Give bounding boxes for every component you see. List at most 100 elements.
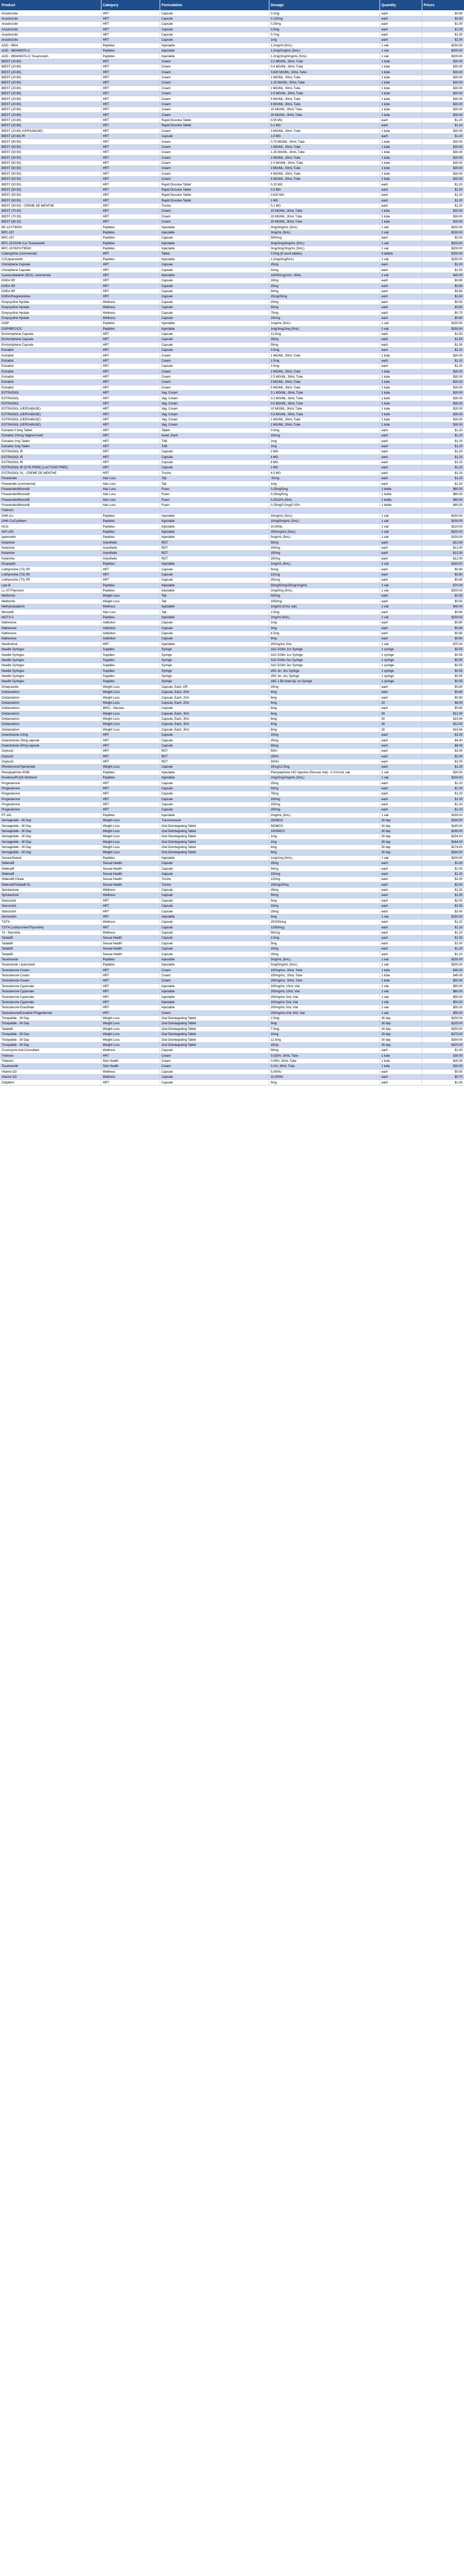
- table-row[interactable]: Anastrozole HRT Capsule 0.25mg each $1.00: [0, 21, 464, 27]
- table-row[interactable]: Enclomiphene Capsule HRT Capsule 12.5mg each…: [0, 331, 464, 337]
- table-row[interactable]: BIEST (20:80) (VERSABASE) HRT Cream 3 MG/ML…: [0, 128, 464, 134]
- table-row[interactable]: BIEST (50:50) HRT Cream 2.5 MG/ML; 30mL Tub…: [0, 160, 464, 166]
- table-row[interactable]: Estradiol HRT Capsule 0.5mg each $1.20: [0, 347, 464, 353]
- table-row[interactable]: Anastrozole HRT Capsule 0.7mg each $1.00: [0, 32, 464, 38]
- table-row[interactable]: ESTRADIOL IR HRT Capsule 2 MG each $1.20: [0, 449, 464, 455]
- table-row[interactable]: Tesamorelin / Ipamorelin Peptides Injectab…: [0, 962, 464, 968]
- table-row[interactable]: Metformin Weight Loss Tab 500mg each $0.50: [0, 593, 464, 599]
- table-row[interactable]: BIEST (20:80) HRT Cream 0.625 MG/ML; 30mL T…: [0, 70, 464, 76]
- table-row[interactable]: Estradiol HRT Cream 5 MG/ML; 30mL Tube 1 tub…: [0, 385, 464, 391]
- table-row[interactable]: Enclomiphene Capsule HRT Capsule 50mg each $1…: [0, 342, 464, 348]
- table-row[interactable]: Finasteride/Minoxidil Hair Loss Foam 0.25mg…: [0, 502, 464, 509]
- table-row[interactable]: GHK-Cu Peptides Injectable 10mg/mL (5mL) 1 v…: [0, 513, 464, 519]
- table-row[interactable]: Semaglutide - 30 Day Weight Loss Oral Disi…: [0, 834, 464, 840]
- table-row[interactable]: Tirzepatide - 30 Day Weight Loss Oral Disi…: [0, 1037, 464, 1043]
- table-row[interactable]: Minoxidil Hair Loss Tab 2.5mg each $0.60: [0, 609, 464, 615]
- table-row[interactable]: Naltrexone Addiction Capsule 9mg each $0.80: [0, 636, 464, 642]
- column-header-product[interactable]: Product: [0, 0, 101, 11]
- table-row[interactable]: BIEST (20:80) HRT Cream 2 MG/ML; 30mL Tube 1…: [0, 86, 464, 92]
- table-row[interactable]: Needle Syringes Supplies Syringe 31G 5/16in…: [0, 647, 464, 653]
- table-row[interactable]: Tirzepatide - 30 Day Weight Loss Oral Disi…: [0, 1042, 464, 1048]
- table-row[interactable]: BIEST (20:80) HRT Cream 2.5 MG/ML; 30mL Tub…: [0, 91, 464, 97]
- table-row[interactable]: Tretinoin: [0, 507, 464, 514]
- table-row[interactable]: Liothyronine (T3) SR HRT Capsule 5mcg each $0…: [0, 566, 464, 572]
- table-row[interactable]: Nandrolone HRT Injectable 200mg/mL 5mL 1 via…: [0, 641, 464, 648]
- table-row[interactable]: BIEST (50:50) HRT Cream 4 MG/ML; 30mL Tube 1…: [0, 171, 464, 177]
- table-row[interactable]: Naltrexone Addiction Capsule 4.5mg each $0.80: [0, 631, 464, 637]
- table-row[interactable]: DHEA SR HRT Capsule 25mg each $0.80: [0, 283, 464, 290]
- table-row[interactable]: DHEA SR HRT Capsule 10mg each $0.80: [0, 278, 464, 284]
- table-row[interactable]: ESTRADIOL SL - CREME DE MENTHE HRT Troche 4…: [0, 470, 464, 477]
- table-row[interactable]: Stanozolol HRT Capsule 10mg each $2.50: [0, 903, 464, 909]
- table-row[interactable]: Estradiol HRT Cream 1.5mg each $1.20: [0, 358, 464, 364]
- table-row[interactable]: AOD - 9604/MOTs-C/ Tesamorelin Peptides In…: [0, 53, 464, 59]
- table-row[interactable]: BIEST (50:50) HRT Cream 1 MG/ML; 30mL Tube 1…: [0, 144, 464, 150]
- table-row[interactable]: AOD - 9604 Peptides Injectable 1.2mg/ml (5m…: [0, 43, 464, 49]
- table-row[interactable]: Ketamine Anesthetic RDT 150mg each $12.00: [0, 550, 464, 556]
- table-row[interactable]: Finasteride/Minoxidil Hair Loss Foam 0.25/1…: [0, 497, 464, 503]
- table-row[interactable]: BPC-157 Peptides Injectable 3mg/mL (5mL) 1 v…: [0, 230, 464, 236]
- table-row[interactable]: BIEST (50:50) HRT Rapid Dissolve Tablet 0.5…: [0, 187, 464, 193]
- table-row[interactable]: Doxycycline Hyclate Wellness Capsule 50mg ea…: [0, 304, 464, 311]
- table-row[interactable]: Tesamorelin Peptides Injectable 5mg/mL (5mL…: [0, 957, 464, 963]
- table-row[interactable]: Sildenafil Sexual Health Capsule 25mg each $1…: [0, 860, 464, 867]
- table-row[interactable]: BIEST (50:50) HRT Cream 5 MG/ML; 30mL Tube 1…: [0, 176, 464, 182]
- table-row[interactable]: Spirolactone Wellness Capsule 25mg each $1.50: [0, 887, 464, 893]
- table-row[interactable]: Progesterone HRT Capsule 25mg each $1.20: [0, 780, 464, 786]
- table-row[interactable]: DSIP Peptides Injectable 1mg/mL (5mL) 1 vial…: [0, 320, 464, 327]
- table-row[interactable]: BIEST (20:80) HRT Cream 8 MG/ML; 30mL Tube 1…: [0, 101, 464, 108]
- table-row[interactable]: Stanozolol HRT Capsule 25mg each $3.00: [0, 908, 464, 914]
- column-header-category[interactable]: Category: [101, 0, 160, 11]
- table-row[interactable]: Oxandrolone 10mg HRT Capsule 10mg each $2.00: [0, 732, 464, 738]
- table-row[interactable]: BIEST (20:80) HRT Cream 0.2 MG/ML; 30mL Tub…: [0, 59, 464, 65]
- table-row[interactable]: Progesterone HRT Capsule 100mg each $1.20: [0, 796, 464, 803]
- table-row[interactable]: DHEA/Pregnenolone HRT Capsule 25mg/25mg each…: [0, 294, 464, 300]
- table-row[interactable]: Ketamine Anesthetic RDT 50mg each $12.00: [0, 540, 464, 546]
- table-row[interactable]: Omeprazole Weight Loss Capsule, Each, DR 20…: [0, 684, 464, 690]
- table-row[interactable]: Clomiphene Capsule HRT Capsule 31mg each $1.5…: [0, 267, 464, 273]
- table-row[interactable]: Tirzepatide - 30 Day Weight Loss Oral Disi…: [0, 1015, 464, 1022]
- table-row[interactable]: BIEST (70:30) HRT Cream 10 MG/ML; 30mL Tube…: [0, 208, 464, 214]
- table-row[interactable]: Tadalafil Sexual Health Capsule 5mg each $1.0…: [0, 941, 464, 947]
- column-header-formulation[interactable]: Formulation: [160, 0, 269, 11]
- table-row[interactable]: BIEST (20:80) HRT Rapid Dissolve Tablet 0.0…: [0, 117, 464, 124]
- column-header-prices[interactable]: Prices: [422, 0, 464, 11]
- table-row[interactable]: Ondansetron Weight Loss Capsule, Each, 30c…: [0, 711, 464, 717]
- table-row[interactable]: Ondansetron MISC - Nausea Capsule 8mg each $0…: [0, 705, 464, 711]
- table-row[interactable]: Estradiol HRT Cream 1 MG/ML; 30mL Tube 1 tub…: [0, 352, 464, 359]
- table-row[interactable]: Spirolactone Wellness Capsule 50mg each $1.50: [0, 892, 464, 899]
- table-row[interactable]: Liothyronine (T3) SR HRT Capsule 25mcg each $…: [0, 577, 464, 583]
- table-row[interactable]: Tadalafil Sexual Health Capsule 10mg each $1.…: [0, 946, 464, 952]
- table-row[interactable]: Stanozolol HRT Capsule 5mg each $2.00: [0, 898, 464, 904]
- table-row[interactable]: AOD - 9604/MOTs-C Peptides Injectable 1.2mg…: [0, 48, 464, 54]
- table-row[interactable]: Vitamin D3 Wellness Capsule 5,000IU each $0.5…: [0, 1069, 464, 1075]
- table-row[interactable]: Testosterone Enanthate HRT Injectable 200mg…: [0, 1005, 464, 1011]
- table-row[interactable]: BIEST (50:50) - CREME DE MENTHE HRT Troche…: [0, 203, 464, 209]
- table-row[interactable]: Anastrozole HRT Capsule 1mg each $1.00: [0, 37, 464, 43]
- table-row[interactable]: Lipo-B Peptides Injectable 50mg/50mg/25mg/1…: [0, 583, 464, 589]
- table-row[interactable]: Phentermine/Topiramate Weight Loss Capsule…: [0, 764, 464, 770]
- table-row[interactable]: Testosterone Cypionate HRT Injectable 200mg…: [0, 994, 464, 1000]
- table-row[interactable]: Liothyronine (T3) SR HRT Capsule 12mcg each $…: [0, 572, 464, 578]
- table-row[interactable]: Progesterone HRT Capsule 75mg each $1.20: [0, 791, 464, 797]
- table-row[interactable]: Povidone/PLQS Ointment Peptides Injectable…: [0, 775, 464, 781]
- table-row[interactable]: ESTRADIOL HRT Vag. Cream 0.2 MG/ML; 30mL Tu…: [0, 395, 464, 401]
- table-row[interactable]: Ondansetron Weight Loss Capsule, Each, 30c…: [0, 727, 464, 733]
- table-row[interactable]: Doxycycline Hyclate Wellness Capsule 75mg ea…: [0, 310, 464, 316]
- table-row[interactable]: Sildenafil/Tadalafil SL Sexual Health Troc…: [0, 882, 464, 888]
- table-row[interactable]: Ondansetron Weight Loss Capsule, Each, 30c…: [0, 721, 464, 727]
- table-row[interactable]: Estradiol HRT Capsule 2.5mg each $1.20: [0, 363, 464, 369]
- table-row[interactable]: T3/T4 Wellness Capsule 25/100mcg each $1.20: [0, 919, 464, 925]
- table-row[interactable]: MOTS-C Peptides Injectable 2mg/ml (5mL) 1 vi…: [0, 615, 464, 621]
- table-row[interactable]: ESTRADIOL IR HRT Capsule 8 MG each $1.20: [0, 460, 464, 466]
- table-row[interactable]: BIEST (80:20) HRT Cream 20 MG/ML; 30mL Tube…: [0, 219, 464, 225]
- table-row[interactable]: Enclomiphene Capsule HRT Capsule 25mg each $1…: [0, 336, 464, 343]
- table-row[interactable]: Zolpidem HRT Capsule 5mg each $1.00: [0, 1079, 464, 1086]
- table-row[interactable]: Progesterone HRT Capsule 150mg each $1.20: [0, 802, 464, 808]
- table-row[interactable]: BIEST (20:80) HRT Cream 5 MG/ML; 30mL Tube 1…: [0, 96, 464, 102]
- table-row[interactable]: Semax/Selank Peptides Injectable 1mg/1mg (5…: [0, 855, 464, 861]
- table-row[interactable]: HCG Peptides Injectable 10,000iu 1 vial $220.…: [0, 523, 464, 530]
- table-row[interactable]: Semaglutide - 30 Day Weight Loss Transmuco…: [0, 818, 464, 824]
- table-row[interactable]: BIEST (20:80) HRT Cream 0.4 MG/ML; 30mL Tub…: [0, 64, 464, 70]
- table-row[interactable]: Estradiol 2mg Tablet HRT TAB 2mg each $1.20: [0, 444, 464, 450]
